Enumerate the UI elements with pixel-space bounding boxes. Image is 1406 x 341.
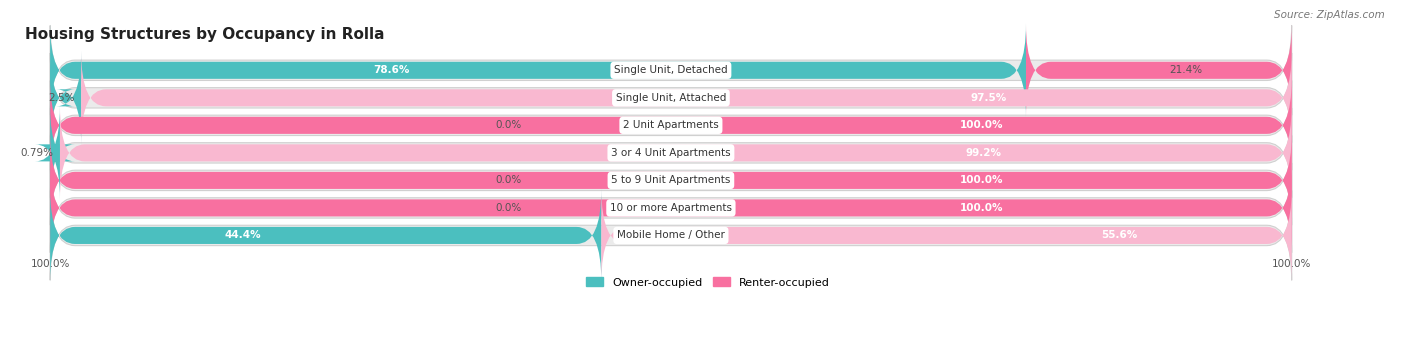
FancyBboxPatch shape (82, 51, 1292, 144)
Text: 55.6%: 55.6% (1101, 231, 1137, 240)
Text: 44.4%: 44.4% (225, 231, 262, 240)
FancyBboxPatch shape (51, 53, 1292, 143)
Text: 100.0%: 100.0% (959, 175, 1002, 186)
Text: 5 to 9 Unit Apartments: 5 to 9 Unit Apartments (612, 175, 731, 186)
FancyBboxPatch shape (51, 79, 1292, 172)
FancyBboxPatch shape (51, 24, 1026, 117)
Text: 97.5%: 97.5% (972, 93, 1007, 103)
FancyBboxPatch shape (51, 134, 1292, 227)
FancyBboxPatch shape (51, 135, 1292, 225)
FancyBboxPatch shape (35, 106, 75, 199)
Text: 0.0%: 0.0% (496, 203, 522, 213)
FancyBboxPatch shape (51, 108, 1292, 198)
Text: 2.5%: 2.5% (48, 93, 75, 103)
Text: Source: ZipAtlas.com: Source: ZipAtlas.com (1274, 10, 1385, 20)
Text: 0.79%: 0.79% (21, 148, 53, 158)
Text: 99.2%: 99.2% (966, 148, 1001, 158)
FancyBboxPatch shape (51, 51, 82, 144)
FancyBboxPatch shape (1026, 24, 1292, 117)
Text: 21.4%: 21.4% (1168, 65, 1202, 75)
Text: 0.0%: 0.0% (496, 175, 522, 186)
FancyBboxPatch shape (51, 26, 1292, 115)
Text: Single Unit, Attached: Single Unit, Attached (616, 93, 725, 103)
FancyBboxPatch shape (60, 106, 1292, 199)
Text: 3 or 4 Unit Apartments: 3 or 4 Unit Apartments (612, 148, 731, 158)
Text: Mobile Home / Other: Mobile Home / Other (617, 231, 725, 240)
Text: 78.6%: 78.6% (374, 65, 411, 75)
Text: Housing Structures by Occupancy in Rolla: Housing Structures by Occupancy in Rolla (25, 27, 385, 42)
Legend: Owner-occupied, Renter-occupied: Owner-occupied, Renter-occupied (582, 273, 834, 292)
FancyBboxPatch shape (51, 189, 602, 282)
FancyBboxPatch shape (51, 80, 1292, 170)
Text: 100.0%: 100.0% (959, 120, 1002, 130)
Text: Single Unit, Detached: Single Unit, Detached (614, 65, 728, 75)
FancyBboxPatch shape (51, 191, 1292, 280)
Text: 10 or more Apartments: 10 or more Apartments (610, 203, 733, 213)
Text: 0.0%: 0.0% (496, 120, 522, 130)
FancyBboxPatch shape (602, 189, 1292, 282)
Text: 100.0%: 100.0% (959, 203, 1002, 213)
FancyBboxPatch shape (51, 163, 1292, 253)
FancyBboxPatch shape (51, 161, 1292, 254)
Text: 2 Unit Apartments: 2 Unit Apartments (623, 120, 718, 130)
